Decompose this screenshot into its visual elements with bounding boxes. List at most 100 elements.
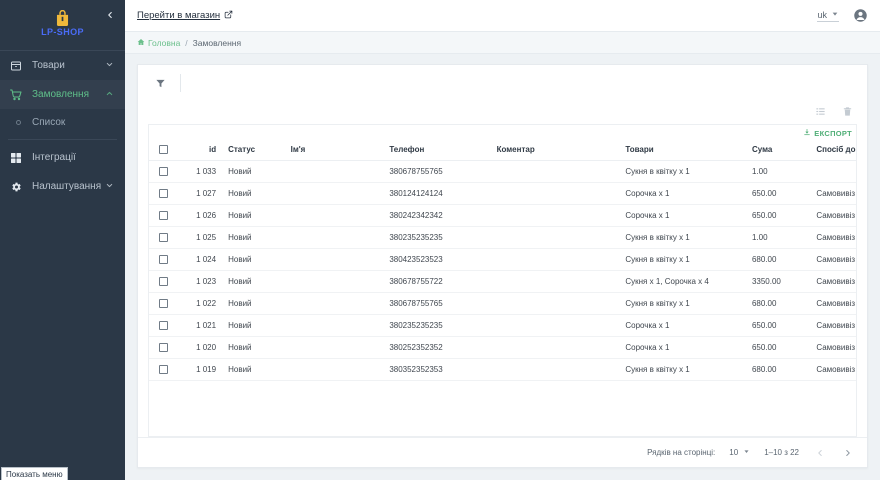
filter-icon[interactable]: [150, 73, 170, 93]
header-sum[interactable]: Сума: [751, 141, 817, 161]
chevron-right-icon[interactable]: [841, 448, 855, 458]
cell-phone: 380242342342: [389, 204, 497, 227]
export-button[interactable]: ЕКСПОРТ: [803, 128, 852, 138]
row-select-cell: [149, 270, 184, 293]
cell-id: 1 024: [183, 248, 225, 271]
sidebar: LP-SHOP Товари Замовлення: [0, 0, 125, 480]
cell-name: [290, 292, 390, 315]
cell-phone: 380235235235: [389, 226, 497, 249]
row-select-cell: [149, 226, 184, 249]
rows-per-page-select[interactable]: 10: [729, 448, 750, 457]
header-select-all: [149, 141, 184, 161]
cell-delivery: Самовивіз: [816, 358, 856, 381]
rows-per-page-label: Рядків на сторінці:: [647, 448, 716, 457]
row-select-cell: [149, 248, 184, 271]
dot-icon: [10, 120, 26, 125]
cell-goods: Сорочка x 1: [625, 336, 752, 359]
language-selector[interactable]: uk: [817, 10, 839, 22]
row-select-cell: [149, 292, 184, 315]
cell-phone: 380423523523: [389, 248, 497, 271]
go-to-shop-link[interactable]: Перейти в магазин: [137, 10, 233, 22]
chevron-left-icon[interactable]: [103, 8, 117, 22]
account-circle-icon[interactable]: [853, 8, 868, 23]
table-row[interactable]: 1 019 Новий 380352352353 Сукня в квітку x 1…: [149, 358, 856, 381]
content-area: ЕКСПОРТ id Статус: [125, 54, 880, 480]
cell-name: [290, 336, 390, 359]
cell-sum: 680.00: [751, 292, 817, 315]
header-status[interactable]: Статус: [224, 141, 291, 161]
sidebar-subitem-spysok[interactable]: Список: [0, 109, 125, 136]
cell-name: [290, 160, 390, 183]
header-goods[interactable]: Товари: [625, 141, 752, 161]
row-checkbox[interactable]: [159, 255, 168, 264]
filter-divider: [180, 74, 181, 92]
row-checkbox[interactable]: [159, 167, 168, 176]
table-row[interactable]: 1 027 Новий 380124124124 Сорочка x 1 650.00 С…: [149, 182, 856, 205]
row-select-cell: [149, 358, 184, 381]
cell-status: Новий: [224, 314, 291, 337]
table-scroll-region[interactable]: id Статус Ім'я Телефон Коментар Товари С…: [149, 141, 856, 436]
table-row[interactable]: 1 022 Новий 380678755765 Сукня в квітку x 1…: [149, 292, 856, 315]
cell-phone: 380678755722: [389, 270, 497, 293]
sidebar-item-label-zamovlennya: Замовлення: [32, 89, 89, 100]
cell-id: 1 020: [183, 336, 225, 359]
table-row[interactable]: 1 020 Новий 380252352352 Сорочка x 1 650.00 С…: [149, 336, 856, 359]
sidebar-item-label-nalashtuvannya: Налаштування: [32, 181, 102, 192]
row-checkbox[interactable]: [159, 299, 168, 308]
cell-name: [290, 270, 390, 293]
header-id[interactable]: id: [183, 141, 225, 161]
cell-delivery: Самовивіз: [816, 226, 856, 249]
table-header-row: id Статус Ім'я Телефон Коментар Товари С…: [149, 141, 856, 161]
cell-status: Новий: [224, 248, 291, 271]
header-name[interactable]: Ім'я: [290, 141, 390, 161]
table-row[interactable]: 1 025 Новий 380235235235 Сукня в квітку x 1…: [149, 226, 856, 249]
shopping-bag-icon: [55, 9, 70, 26]
language-value: uk: [817, 9, 827, 20]
chevron-up-icon: [105, 89, 115, 101]
logo-text: LP-SHOP: [41, 26, 84, 37]
select-all-checkbox[interactable]: [159, 145, 168, 154]
row-checkbox[interactable]: [159, 277, 168, 286]
trash-icon[interactable]: [842, 106, 853, 117]
table-row[interactable]: 1 026 Новий 380242342342 Сорочка x 1 650.00 С…: [149, 204, 856, 227]
go-to-shop-label: Перейти в магазин: [137, 10, 221, 21]
table-row[interactable]: 1 021 Новий 380235235235 Сорочка x 1 650.00 С…: [149, 314, 856, 337]
sidebar-item-nalashtuvannya[interactable]: Налаштування: [0, 172, 125, 201]
header-comment[interactable]: Коментар: [496, 141, 626, 161]
box-icon: [10, 60, 26, 72]
filter-bar: [138, 65, 867, 101]
cell-goods: Сукня в квітку x 1: [625, 160, 752, 183]
cell-comment: [496, 336, 626, 359]
table-body: 1 033 Новий 380678755765 Сукня в квітку x 1…: [149, 160, 856, 381]
row-checkbox[interactable]: [159, 233, 168, 242]
cell-id: 1 025: [183, 226, 225, 249]
sidebar-item-zamovlennya[interactable]: Замовлення: [0, 80, 125, 109]
row-checkbox[interactable]: [159, 189, 168, 198]
header-delivery[interactable]: Спосіб до...: [816, 141, 856, 161]
sidebar-tooltip: Показать меню: [1, 467, 68, 480]
cell-name: [290, 358, 390, 381]
table-head: id Статус Ім'я Телефон Коментар Товари С…: [149, 141, 856, 161]
cell-status: Новий: [224, 358, 291, 381]
cell-id: 1 022: [183, 292, 225, 315]
header-phone[interactable]: Телефон: [389, 141, 497, 161]
row-checkbox[interactable]: [159, 321, 168, 330]
row-checkbox[interactable]: [159, 365, 168, 374]
table-row[interactable]: 1 024 Новий 380423523523 Сукня в квітку x 1…: [149, 248, 856, 271]
sidebar-logo[interactable]: LP-SHOP: [0, 0, 125, 46]
table-row[interactable]: 1 023 Новий 380678755722 Сукня x 1, Сорочка…: [149, 270, 856, 293]
sidebar-item-tovary[interactable]: Товари: [0, 51, 125, 80]
breadcrumb-home-link[interactable]: Головна: [137, 38, 180, 48]
list-columns-icon[interactable]: [815, 106, 826, 117]
row-checkbox[interactable]: [159, 211, 168, 220]
cell-phone: 380124124124: [389, 182, 497, 205]
row-select-cell: [149, 336, 184, 359]
row-checkbox[interactable]: [159, 343, 168, 352]
sidebar-item-integracii[interactable]: Інтеграції: [0, 143, 125, 172]
cell-phone: 380235235235: [389, 314, 497, 337]
cell-delivery: Самовивіз: [816, 314, 856, 337]
cell-goods: Сукня в квітку x 1: [625, 248, 752, 271]
row-select-cell: [149, 314, 184, 337]
table-row[interactable]: 1 033 Новий 380678755765 Сукня в квітку x 1…: [149, 160, 856, 183]
